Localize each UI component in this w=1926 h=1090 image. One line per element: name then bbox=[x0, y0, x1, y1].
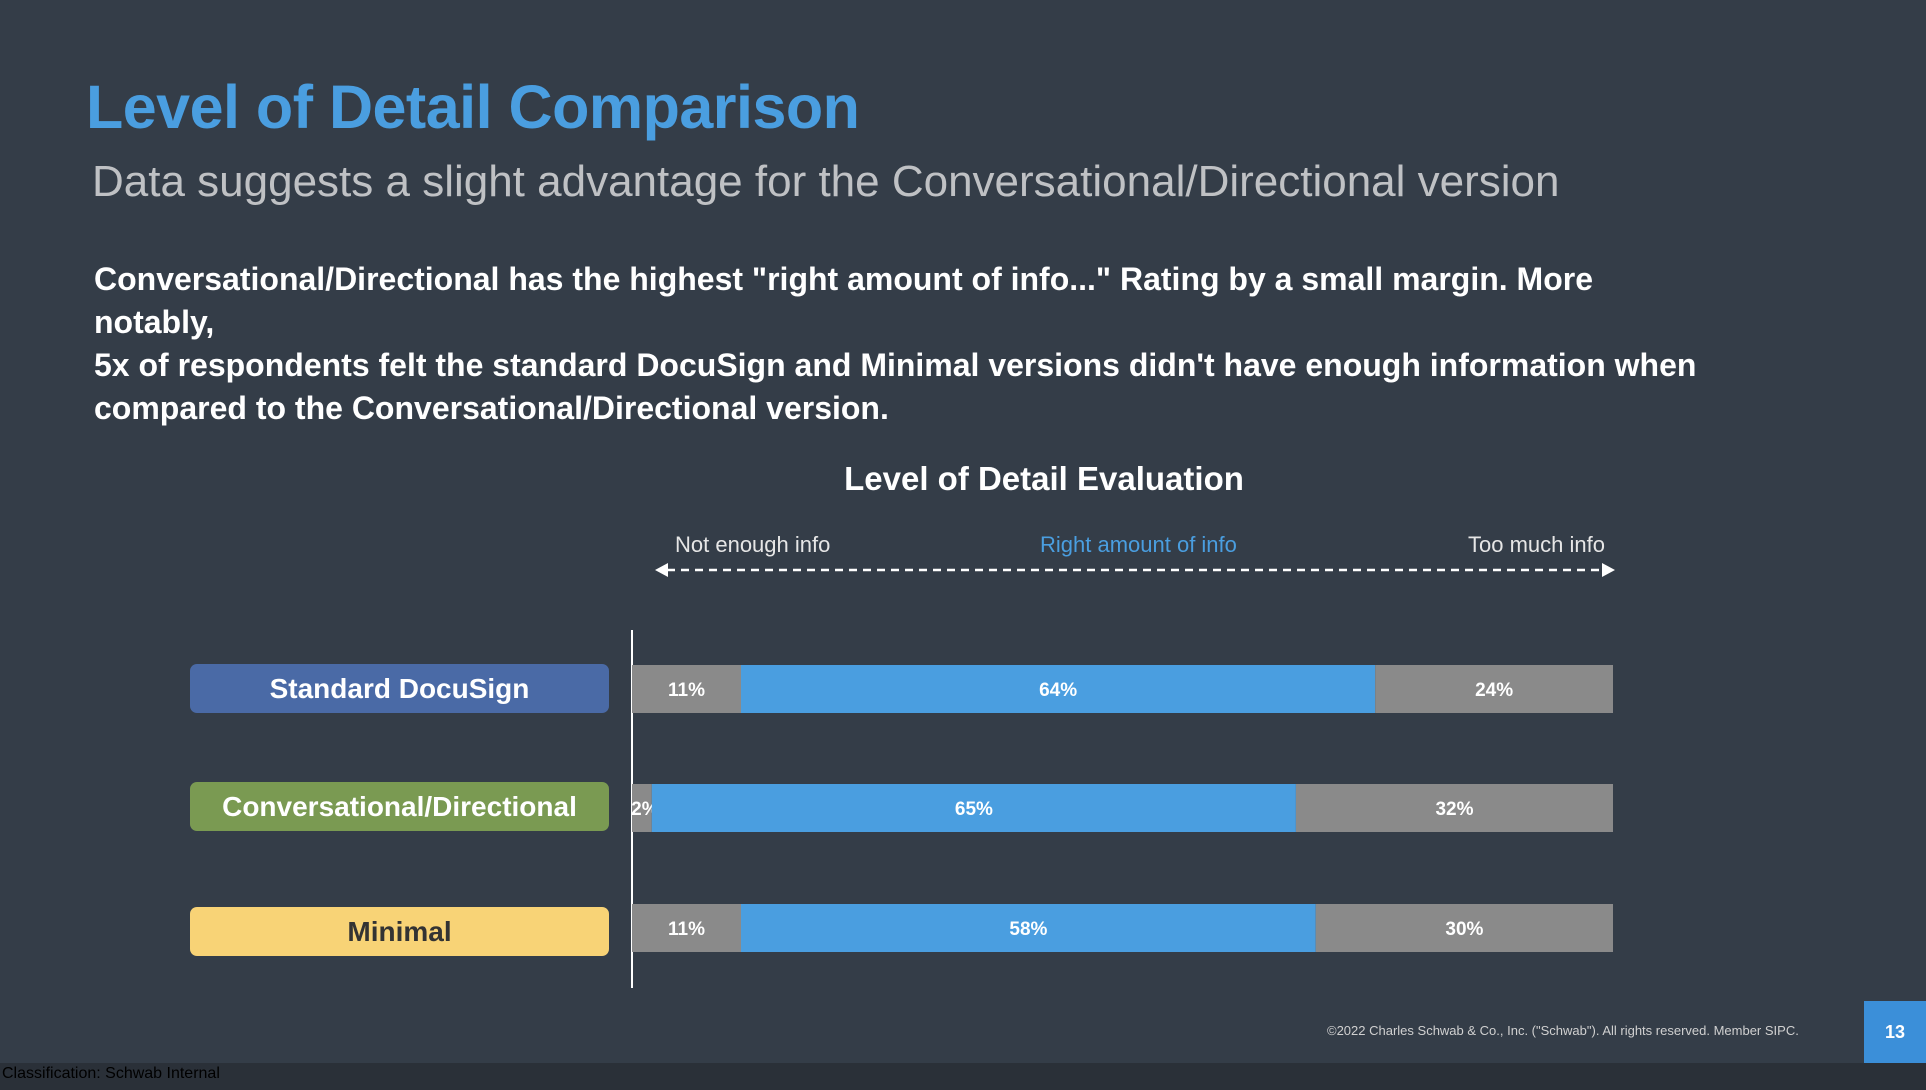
bar-label-too-much-1: 32% bbox=[1435, 799, 1473, 820]
bar-segment-too-much-1 bbox=[1295, 784, 1613, 832]
page-number-badge: 13 bbox=[1864, 1001, 1926, 1063]
body-line-2: 5x of respondents felt the standard Docu… bbox=[94, 347, 1697, 383]
slide-title: Level of Detail Comparison bbox=[86, 73, 860, 141]
classification-bar: Classification: Schwab Internal bbox=[0, 1063, 1926, 1090]
bar-label-right-amount-0: 64% bbox=[1039, 680, 1077, 701]
slide-body-text: Conversational/Directional has the highe… bbox=[94, 258, 1714, 430]
scale-label-not-enough: Not enough info bbox=[675, 532, 831, 557]
bar-label-too-much-2: 30% bbox=[1445, 919, 1483, 940]
chart-title: Level of Detail Evaluation bbox=[844, 460, 1244, 497]
bar-segment-too-much-2 bbox=[1315, 904, 1613, 952]
bar-label-not-enough-2: 11% bbox=[668, 919, 705, 940]
bar-label-right-amount-2: 58% bbox=[1009, 919, 1047, 940]
scale-label-too-much: Too much info bbox=[1468, 532, 1605, 557]
bar-segment-right-amount-1 bbox=[651, 784, 1296, 832]
stacked-bar-chart: 11% 64% 24%2% 65% 32%11% 58% 30% bbox=[631, 630, 1613, 988]
classification-label: Classification: Schwab Internal bbox=[2, 1065, 220, 1082]
bar-segment-not-enough-1 bbox=[632, 784, 652, 832]
body-line-1: Conversational/Directional has the highe… bbox=[94, 261, 1593, 340]
bar-label-not-enough-0: 11% bbox=[668, 680, 705, 701]
scale-label-right-amount: Right amount of info bbox=[1040, 532, 1237, 557]
bar-segment-right-amount-0 bbox=[741, 665, 1376, 713]
category-label-conversational-directional: Conversational/Directional bbox=[190, 782, 609, 831]
category-label-standard-docusign: Standard DocuSign bbox=[190, 664, 609, 713]
slide-subtitle: Data suggests a slight advantage for the… bbox=[92, 157, 1560, 206]
scale-double-arrow bbox=[655, 563, 1615, 577]
copyright-notice: ©2022 Charles Schwab & Co., Inc. ("Schwa… bbox=[1327, 1023, 1799, 1038]
body-line-3: compared to the Conversational/Direction… bbox=[94, 390, 889, 426]
bar-label-too-much-0: 24% bbox=[1475, 680, 1513, 701]
bar-segment-not-enough-0 bbox=[632, 665, 741, 713]
bar-segment-right-amount-2 bbox=[741, 904, 1316, 952]
bar-segment-not-enough-2 bbox=[632, 904, 741, 952]
bar-label-right-amount-1: 65% bbox=[955, 799, 993, 820]
category-label-minimal: Minimal bbox=[190, 907, 609, 956]
bar-segment-too-much-0 bbox=[1375, 665, 1613, 713]
